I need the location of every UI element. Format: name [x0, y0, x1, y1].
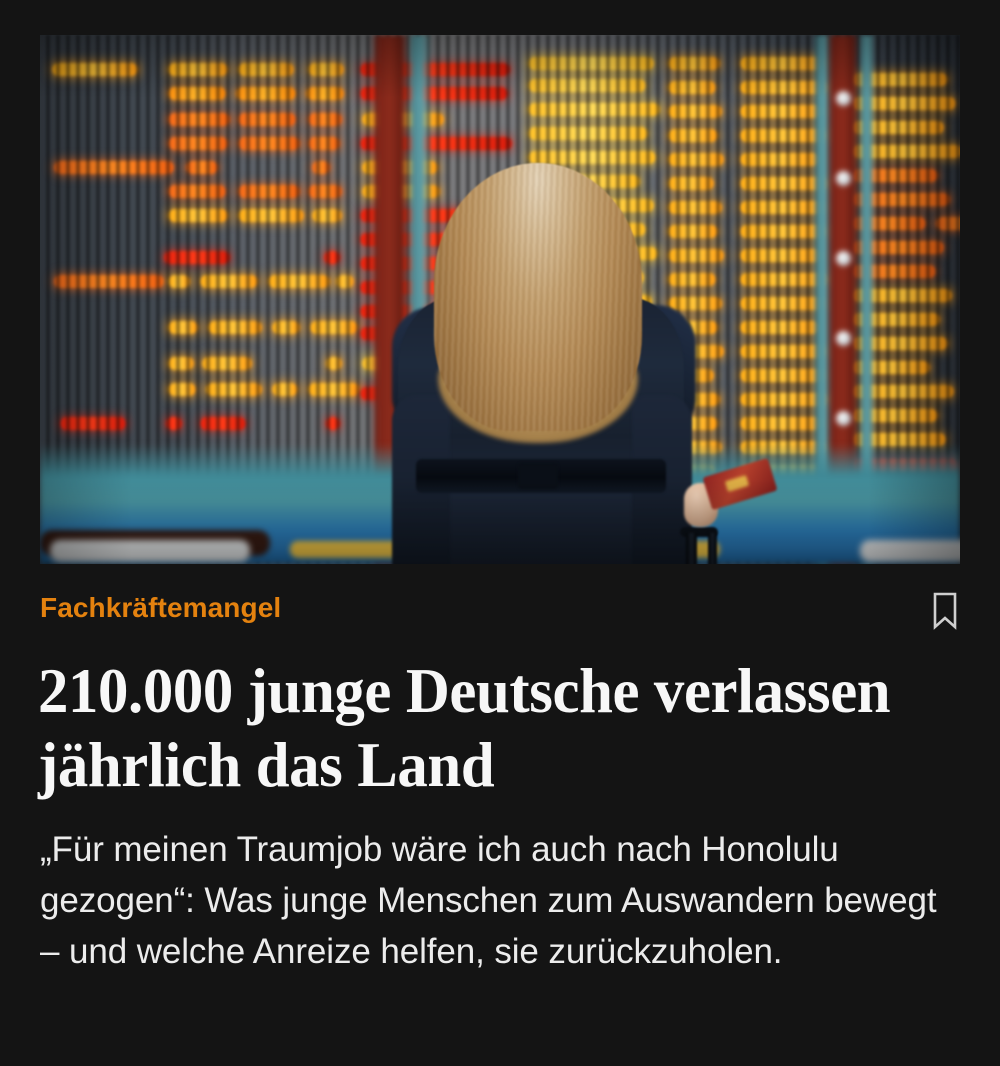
airport-photo: [40, 35, 960, 564]
blonde-hair: [434, 163, 642, 431]
suitcase-handle-stem-right: [708, 533, 717, 564]
traveler-figure: [40, 35, 960, 564]
suitcase-handle-bar: [680, 527, 718, 537]
article-teaser: „Für meinen Traumjob wäre ich auch nach …: [40, 830, 937, 971]
hero-image[interactable]: [40, 35, 960, 564]
article-headline[interactable]: 210.000 junge Deutsche verlassen jährlic…: [38, 656, 891, 800]
suitcase-handle-stem-left: [686, 533, 697, 564]
bookmark-button[interactable]: [930, 592, 960, 630]
belt-buckle: [518, 463, 558, 489]
meta-row: Fachkräftemangel: [40, 592, 960, 632]
board-frame-teal-far-right: [858, 35, 876, 564]
bookmark-icon: [933, 592, 957, 630]
article-kicker[interactable]: Fachkräftemangel: [40, 592, 282, 623]
